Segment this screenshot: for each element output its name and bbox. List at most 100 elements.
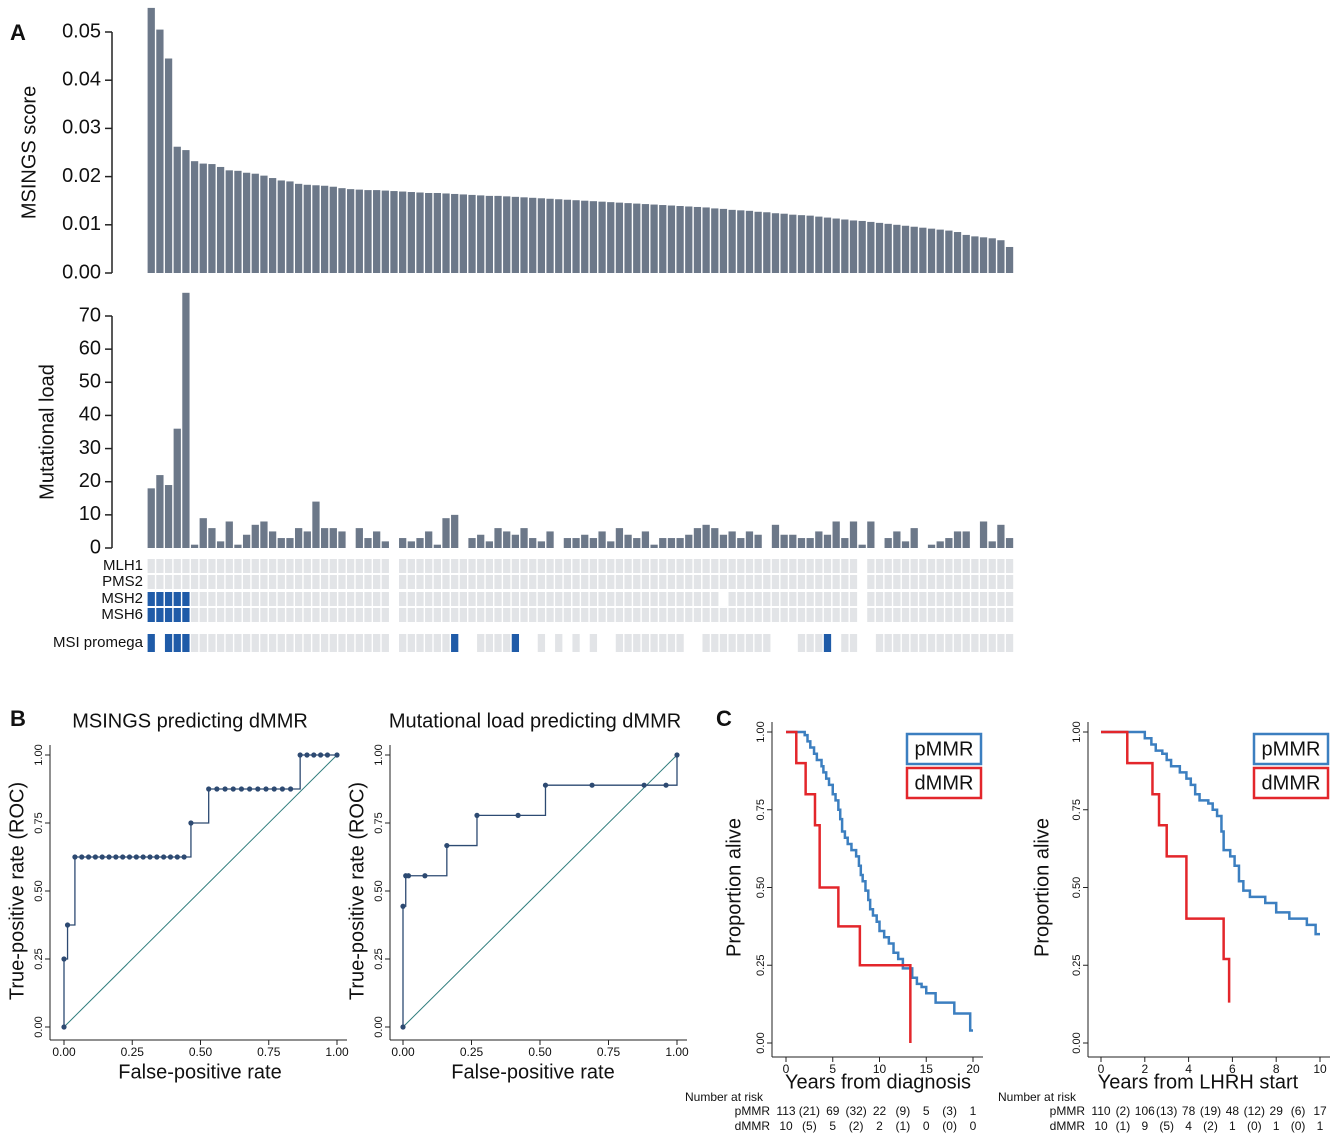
heatmap-cell [286, 559, 294, 573]
risk-table-cell: 106 [1135, 1104, 1155, 1118]
y-tick-label: 0.00 [755, 1032, 767, 1053]
line [786, 730, 912, 1043]
bar [373, 531, 381, 548]
heatmap-cell [321, 634, 329, 652]
heatmap-cell [919, 592, 927, 606]
bar [572, 538, 580, 548]
y-tick-label: 10 [79, 503, 101, 525]
marker [311, 752, 317, 758]
heatmap-cell [260, 608, 268, 622]
heatmap-cell [234, 559, 242, 573]
heatmap-cell [849, 608, 858, 622]
heatmap-cell [199, 575, 207, 589]
bar [572, 200, 580, 273]
marker [271, 786, 277, 792]
marker [174, 854, 180, 860]
x-tick-label: 0.50 [189, 1045, 213, 1059]
heatmap-cell [147, 634, 155, 652]
heatmap-cell [199, 608, 207, 622]
bar [988, 541, 996, 548]
heatmap-cell [841, 592, 849, 606]
marker [247, 786, 253, 792]
heatmap-cell [728, 575, 736, 589]
bar [893, 531, 901, 548]
heatmap-cell [347, 608, 355, 622]
line [1101, 730, 1320, 936]
marker [674, 752, 680, 758]
risk-table-row-label: pMMR [735, 1104, 771, 1118]
heatmap-cell [598, 559, 606, 573]
x-tick-label: 1.00 [665, 1045, 689, 1059]
heatmap-cell [399, 608, 407, 622]
line [1101, 730, 1231, 1003]
bar [624, 534, 632, 548]
heatmap-cell [251, 634, 259, 652]
heatmap-cell [780, 559, 788, 573]
heatmap-cell [641, 634, 650, 652]
heatmap-cell [893, 608, 901, 622]
heatmap-cell [494, 559, 502, 573]
heatmap-cell [529, 559, 537, 573]
marker [214, 786, 220, 792]
heatmap-cell [173, 559, 181, 573]
heatmap-cell [693, 575, 702, 589]
heatmap-cell [173, 608, 181, 622]
bar [494, 195, 502, 273]
bar [953, 232, 962, 273]
heatmap-cell [321, 608, 329, 622]
marker [334, 752, 340, 758]
bar [355, 528, 363, 548]
bar [893, 224, 901, 273]
heatmap-cell [702, 575, 710, 589]
heatmap-cell [650, 592, 658, 606]
heatmap-cell [477, 634, 485, 652]
marker [400, 1024, 406, 1030]
heatmap-cell [953, 575, 962, 589]
heatmap-cell [373, 592, 381, 606]
chart-title: MSINGS predicting dMMR [72, 710, 308, 732]
heatmap-cell [624, 559, 632, 573]
bar [294, 183, 303, 273]
y-tick-label: 40 [79, 404, 101, 426]
heatmap-cell [719, 559, 728, 573]
bar [555, 199, 563, 273]
heatmap-cell [190, 575, 199, 589]
x-tick-label: 0.00 [52, 1045, 76, 1059]
y-tick-label: 0.25 [755, 955, 767, 976]
y-tick-label: 50 [79, 371, 101, 393]
heatmap-cell [650, 634, 658, 652]
legend-label: pMMR [1262, 738, 1321, 760]
heatmap-cell [884, 575, 892, 589]
heatmap-cell [893, 559, 901, 573]
heatmap-cell [971, 608, 979, 622]
heatmap-cell [971, 592, 979, 606]
bar [1005, 538, 1014, 548]
heatmap-cell [451, 634, 459, 652]
x-tick-label: 8 [1273, 1062, 1280, 1076]
heatmap-cell [841, 608, 849, 622]
risk-table-cell: (1) [1116, 1119, 1131, 1133]
risk-table-cell: 10 [1094, 1119, 1108, 1133]
marker [287, 786, 294, 792]
heatmap-cell [503, 575, 511, 589]
bar [737, 210, 745, 273]
bar [650, 204, 658, 273]
bar [477, 534, 485, 548]
heatmap-cell [373, 634, 381, 652]
heatmap-cell [373, 575, 381, 589]
marker [474, 812, 480, 818]
bar [806, 538, 814, 548]
heatmap-cell [945, 634, 953, 652]
heatmap-cell [364, 608, 372, 622]
bar [849, 220, 858, 273]
bar [823, 217, 832, 273]
heatmap-cell [581, 575, 589, 589]
heatmap-cell [355, 559, 363, 573]
heatmap-cell [381, 608, 389, 622]
risk-table-cell: 22 [873, 1104, 887, 1118]
bar [849, 521, 858, 548]
heatmap-cell [806, 608, 814, 622]
heatmap-cell [520, 592, 528, 606]
heatmap-cell [988, 575, 996, 589]
heatmap-cell [555, 559, 563, 573]
